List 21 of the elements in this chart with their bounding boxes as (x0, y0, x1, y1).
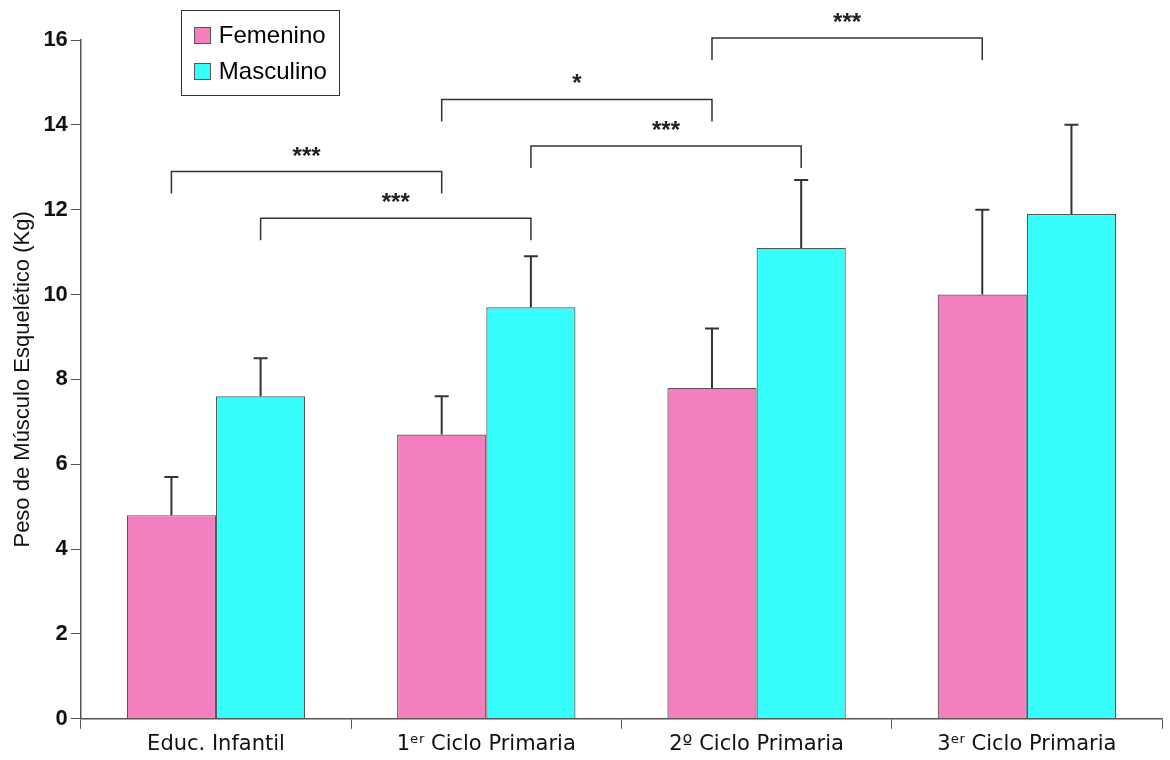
x-tick-label: 2º Ciclo Primaria (669, 730, 844, 755)
text: *** (833, 7, 862, 35)
legend-label: Masculino (218, 56, 327, 86)
x-tick-label: 3ᵉʳ Ciclo Primaria (937, 730, 1117, 755)
x-tick-label: 1ᵉʳ Ciclo Primaria (396, 730, 576, 755)
y-tick-label: 10 (43, 280, 68, 306)
y-tick-label: 8 (55, 365, 68, 391)
annotation: *** (381, 188, 411, 216)
y-tick-label: 16 (43, 26, 68, 52)
y-tick-label: 6 (55, 450, 68, 476)
x-tick-label: Educ. Infantil (147, 730, 285, 755)
annotation: * (572, 69, 583, 97)
y-tick-label: 2 (55, 620, 68, 646)
y-tick-label: 4 (55, 535, 69, 561)
y-tick-label: 12 (43, 195, 68, 221)
y-tick-label: 14 (43, 110, 69, 136)
y-axis-title: Peso de Músculo Esquelético (Kg) (9, 211, 35, 548)
annotation: *** (652, 116, 681, 144)
annotation: *** (292, 141, 322, 169)
legend-label: Femenino (218, 20, 326, 50)
y-tick-label: 0 (55, 704, 68, 730)
